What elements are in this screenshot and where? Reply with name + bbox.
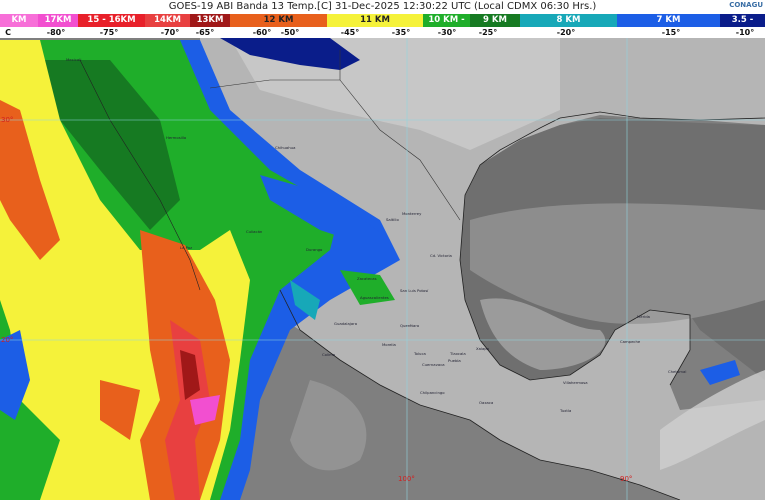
cloud-top-14km — [165, 320, 210, 500]
temp-label: -50° — [280, 28, 300, 37]
city-label: Xalapa — [476, 346, 489, 351]
city-label: La Paz — [180, 245, 192, 250]
city-label: Chetumal — [668, 369, 686, 374]
cloud-top-12km — [100, 380, 140, 440]
cloud-top-3-5km — [220, 38, 360, 70]
legend-label: 10 KM - — [428, 15, 465, 25]
legend-segment: 12 KM — [230, 14, 327, 27]
temp-label: -45° — [340, 28, 360, 37]
legend-segment: 17KM — [38, 14, 78, 27]
temp-label: -80° — [46, 28, 66, 37]
altitude-legend: KM 17KM 15 - 16KM 14KM 13KM 12 KM 11 KM … — [0, 14, 765, 27]
temp-label: -70° — [160, 28, 180, 37]
temperature-scale: C -80° -75° -70° -65° -60° -50° -45° -35… — [0, 27, 765, 38]
caribbean-cloud — [660, 370, 765, 470]
legend-segment: 14KM — [145, 14, 190, 27]
temp-label: -75° — [99, 28, 119, 37]
city-label: Aguascalientes — [360, 295, 389, 300]
cloud-top-7km — [0, 330, 30, 420]
temp-label: -15° — [661, 28, 681, 37]
temp-label: -35° — [391, 28, 411, 37]
cloud-top-12km — [0, 100, 60, 260]
satellite-map[interactable]: 30° 20° 100° 90° Mexicali Hermosillo Chi… — [0, 38, 765, 500]
city-label: Culiacán — [246, 229, 263, 234]
cloud-top-17km — [190, 395, 220, 425]
legend-label: 8 KM — [556, 15, 581, 25]
legend-segment: 8 KM — [520, 14, 617, 27]
lon-label-90: 90° — [620, 475, 632, 483]
city-label: Mérida — [637, 314, 650, 319]
legend-segment: 11 KM — [327, 14, 423, 27]
legend-segment: 9 KM — [470, 14, 520, 27]
city-label: Mexicali — [66, 57, 81, 62]
city-label: Oaxaca — [479, 400, 493, 405]
city-label: Morelia — [382, 342, 396, 347]
legend-label: 11 KM — [360, 15, 390, 25]
us-mexico-border — [339, 79, 461, 221]
legend-label: 12 KM — [263, 15, 294, 25]
city-label: Chihuahua — [275, 145, 295, 150]
legend-label: 13KM — [196, 15, 224, 25]
baja-coastline — [79, 59, 201, 291]
city-label: Saltillo — [386, 217, 399, 222]
cloud-cells — [260, 175, 390, 250]
gulf-cloud — [480, 298, 606, 370]
legend-label: KM — [11, 15, 27, 25]
cloud-cells — [700, 360, 740, 385]
city-label: Puebla — [448, 358, 461, 363]
city-label: Tlaxcala — [449, 351, 466, 356]
city-label: Colima — [322, 352, 335, 357]
gulf-cloud-streets — [470, 203, 765, 324]
legend-label: 9 KM — [483, 15, 507, 25]
legend-label: 15 - 16KM — [87, 15, 136, 25]
city-label: Villahermosa — [563, 380, 588, 385]
cloud-cells — [340, 270, 395, 305]
legend-label: 3.5 - — [731, 15, 754, 25]
city-label: Tuxtla — [559, 408, 571, 413]
city-label: Guadalajara — [334, 321, 357, 326]
us-gulf-coastline — [559, 111, 765, 121]
legend-segment: KM — [0, 14, 38, 27]
city-label: Toluca — [413, 351, 426, 356]
image-title: GOES-19 ABI Banda 13 Temp.[C] 31-Dec-202… — [168, 1, 597, 12]
cloud-top-13km — [180, 350, 200, 400]
city-label: Cd. Victoria — [430, 253, 452, 258]
city-label: Monterrey — [402, 211, 422, 216]
city-label: San Luis Potosí — [400, 288, 429, 293]
city-label: Hermosillo — [166, 135, 187, 140]
legend-segment: 13KM — [190, 14, 230, 27]
city-label: Zacatecas — [357, 276, 377, 281]
temp-label: -30° — [437, 28, 457, 37]
city-labels: Mexicali Hermosillo Chihuahua Monterrey … — [66, 57, 686, 413]
city-label: Durango — [306, 247, 323, 252]
temp-label: -25° — [478, 28, 498, 37]
city-label: Chilpancingo — [420, 390, 445, 395]
us-mexico-border — [209, 50, 341, 89]
legend-segment: 3.5 - — [720, 14, 765, 27]
pacific-coastline — [279, 289, 681, 500]
temp-label: C — [5, 28, 11, 37]
conagua-logo: CONAGU — [729, 1, 763, 9]
temp-label: -60° — [252, 28, 272, 37]
city-label: Cuernavaca — [422, 362, 445, 367]
cloud-top-9km — [40, 60, 180, 230]
pacific-cloud — [290, 380, 367, 471]
gulf-coastline — [459, 117, 691, 386]
cloud-cells — [290, 280, 320, 320]
legend-segment: 15 - 16KM — [78, 14, 145, 27]
legend-label: 14KM — [154, 15, 181, 25]
legend-label: 17KM — [44, 15, 72, 25]
lat-label-20: 20° — [1, 336, 13, 344]
temp-label: -20° — [556, 28, 576, 37]
lon-label-100: 100° — [398, 475, 415, 483]
city-label: Querétaro — [400, 323, 420, 328]
legend-segment: 10 KM - — [423, 14, 470, 27]
city-label: Campeche — [620, 339, 641, 344]
land-mass — [200, 38, 765, 500]
temp-label: -65° — [195, 28, 215, 37]
legend-segment: 7 KM — [617, 14, 720, 27]
legend-label: 7 KM — [656, 15, 681, 25]
lat-label-30: 30° — [1, 116, 13, 124]
temp-label: -10° — [735, 28, 755, 37]
